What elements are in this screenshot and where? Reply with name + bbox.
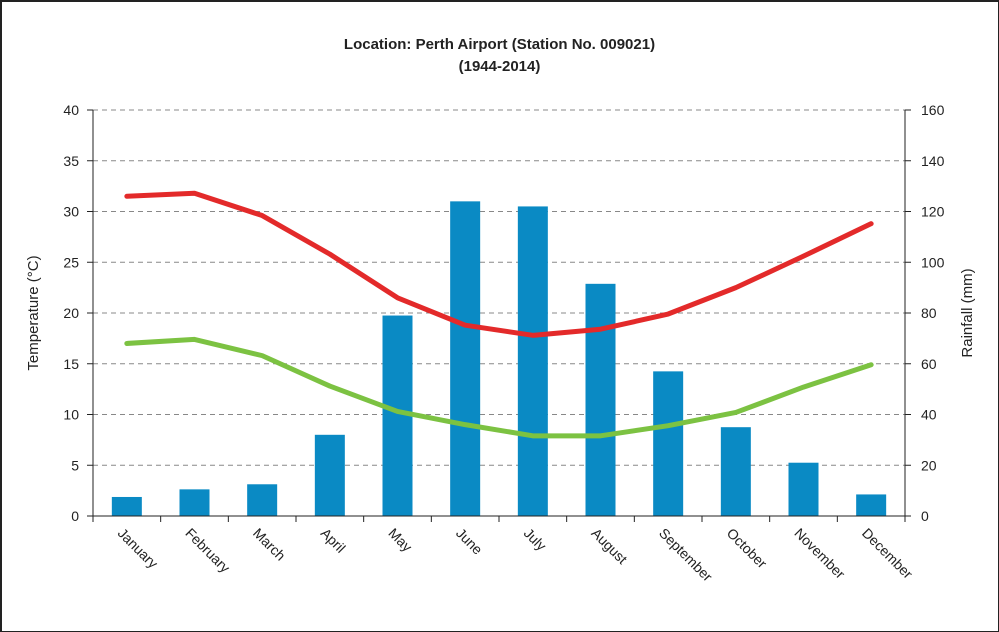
rainfall-bar: [585, 283, 616, 516]
y-left-tick-label: 0: [71, 508, 79, 524]
rainfall-bar: [856, 494, 887, 516]
temperature-line: [124, 336, 874, 439]
x-tick-label: January: [115, 525, 162, 572]
x-tick-label: October: [724, 525, 771, 572]
y-axis-left-label: Temperature (°C): [25, 255, 42, 370]
y-right-tick-label: 20: [921, 457, 937, 473]
x-tick-label: April: [318, 525, 349, 556]
y-left-tick-label: 30: [63, 204, 79, 220]
y-right-tick-label: 0: [921, 508, 929, 524]
rainfall-bar: [314, 434, 345, 516]
y-left-tick-label: 40: [63, 102, 79, 118]
x-tick-label: August: [588, 525, 630, 567]
rainfall-bar: [517, 206, 548, 517]
x-tick-label: February: [182, 525, 233, 576]
rainfall-bar: [788, 462, 819, 516]
y-left-tick-label: 25: [63, 254, 79, 270]
x-tick-label: June: [453, 525, 486, 558]
rainfall-bar: [653, 371, 684, 516]
x-tick-label: March: [250, 525, 289, 564]
x-tick-label: November: [791, 525, 848, 582]
y-axis-right-label: Rainfall (mm): [959, 268, 976, 357]
rainfall-bar: [720, 427, 751, 516]
y-left-tick-label: 5: [71, 457, 79, 473]
temperature-lines: [124, 190, 874, 439]
temperature-line: [124, 190, 874, 338]
y-left-tick-label: 20: [63, 305, 79, 321]
y-left-tick-label: 35: [63, 153, 79, 169]
rainfall-bar: [247, 484, 278, 516]
y-left-tick-label: 10: [63, 407, 79, 423]
x-tick-label: May: [385, 525, 415, 555]
y-right-tick-label: 120: [921, 204, 945, 220]
grid-lines: [93, 109, 905, 466]
y-left-tick-label: 15: [63, 356, 79, 372]
rainfall-bars: [111, 201, 887, 517]
rainfall-bar: [179, 489, 210, 516]
y-right-tick-label: 60: [921, 356, 937, 372]
x-tick-label: September: [656, 525, 716, 585]
chart-subtitle: (1944-2014): [458, 58, 541, 75]
y-right-tick-label: 80: [921, 305, 937, 321]
y-right-tick-label: 140: [921, 153, 945, 169]
y-right-tick-label: 40: [921, 407, 937, 423]
rainfall-bar: [111, 496, 142, 516]
x-tick-label: July: [521, 525, 550, 554]
rainfall-bar: [450, 201, 481, 516]
y-right-tick-label: 160: [921, 102, 945, 118]
y-right-tick-label: 100: [921, 254, 945, 270]
x-tick-label: December: [859, 525, 916, 582]
chart-title: Location: Perth Airport (Station No. 009…: [343, 36, 656, 53]
